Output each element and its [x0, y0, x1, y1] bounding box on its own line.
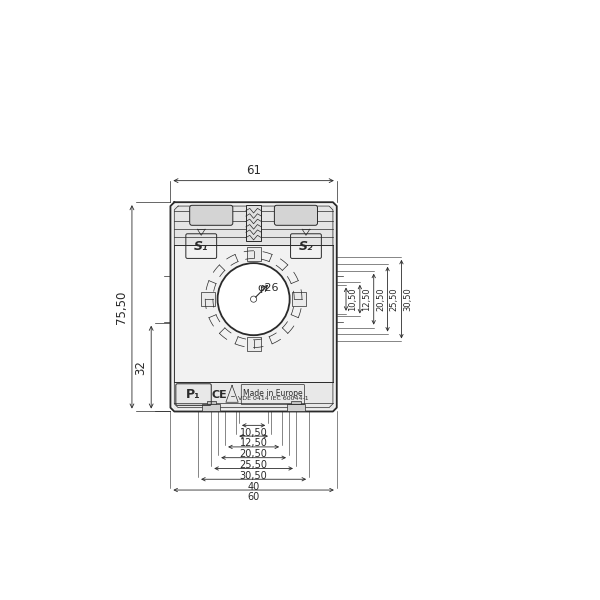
Text: 25,50: 25,50 [239, 460, 268, 470]
Text: 30,50: 30,50 [404, 287, 413, 311]
Text: 12,50: 12,50 [362, 287, 371, 311]
Text: 61: 61 [246, 164, 261, 177]
FancyBboxPatch shape [274, 205, 317, 226]
Text: S₂: S₂ [299, 239, 313, 253]
Text: S₁: S₁ [194, 239, 208, 253]
Bar [292, 401, 301, 404]
Text: 40: 40 [247, 482, 260, 491]
Text: 12,50: 12,50 [239, 439, 268, 448]
Text: 20,50: 20,50 [239, 449, 268, 459]
Bar [202, 404, 220, 412]
Text: Made in Europe: Made in Europe [243, 389, 302, 398]
Bar [292, 292, 306, 306]
Polygon shape [174, 206, 333, 245]
Text: P₁: P₁ [186, 388, 201, 401]
Text: VDE 0414 IEC 60044-1: VDE 0414 IEC 60044-1 [238, 396, 308, 401]
Text: 10,50: 10,50 [240, 428, 268, 437]
Text: φ26: φ26 [257, 283, 279, 293]
Text: 75,50: 75,50 [115, 290, 128, 323]
Text: CE: CE [211, 389, 227, 400]
Circle shape [251, 296, 257, 302]
Text: 30,50: 30,50 [240, 471, 268, 481]
Polygon shape [170, 202, 337, 412]
Bar [247, 337, 260, 352]
Text: 60: 60 [247, 493, 260, 502]
Polygon shape [174, 382, 333, 407]
Text: 20,50: 20,50 [376, 287, 385, 311]
FancyBboxPatch shape [190, 205, 233, 226]
Text: 25,50: 25,50 [390, 287, 399, 311]
Bar [287, 404, 305, 412]
Bar [247, 247, 260, 261]
Bar [246, 205, 262, 241]
Circle shape [218, 263, 290, 335]
Bar [206, 401, 216, 404]
Bar [202, 292, 215, 306]
Text: 10,50: 10,50 [349, 287, 358, 311]
Text: 32: 32 [134, 360, 148, 374]
